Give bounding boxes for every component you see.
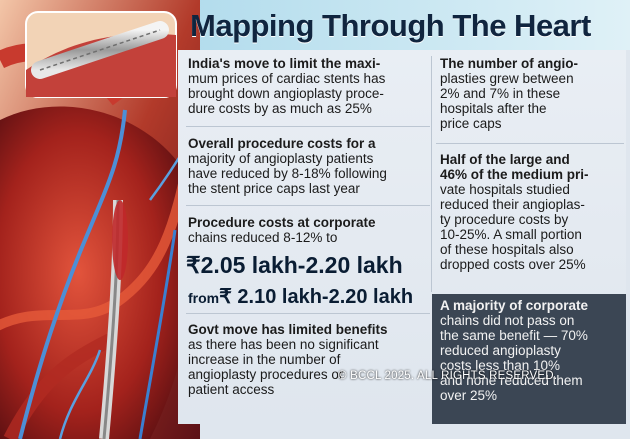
left-paragraph-2: Overall procedure costs for a majority o… (188, 136, 387, 196)
stent-inset (25, 11, 177, 98)
divider (436, 143, 624, 144)
divider (186, 126, 430, 127)
highlight-box (432, 294, 626, 424)
left-paragraph-3: Procedure costs at corporate chains redu… (188, 215, 376, 245)
page-title: Mapping Through The Heart (190, 8, 591, 43)
divider (186, 205, 430, 206)
price-after: ₹2.05 lakh-2.20 lakh (186, 252, 403, 278)
copyright-watermark: © BCCL 2025. ALL RIGHTS RESERVED. (338, 370, 558, 382)
right-paragraph-2: Half of the large and 46% of the medium … (440, 152, 589, 272)
left-paragraph-1: India's move to limit the maxi- mum pric… (188, 56, 386, 116)
column-divider (431, 56, 432, 292)
divider (186, 313, 430, 314)
right-paragraph-1: The number of angio- plasties grew betwe… (440, 56, 578, 131)
price-before: from₹ 2.10 lakh-2.20 lakh (188, 286, 414, 308)
right-paragraph-3: A majority of corporate chains did not p… (440, 298, 589, 403)
left-paragraph-4: Govt move has limited benefits as there … (188, 322, 388, 397)
